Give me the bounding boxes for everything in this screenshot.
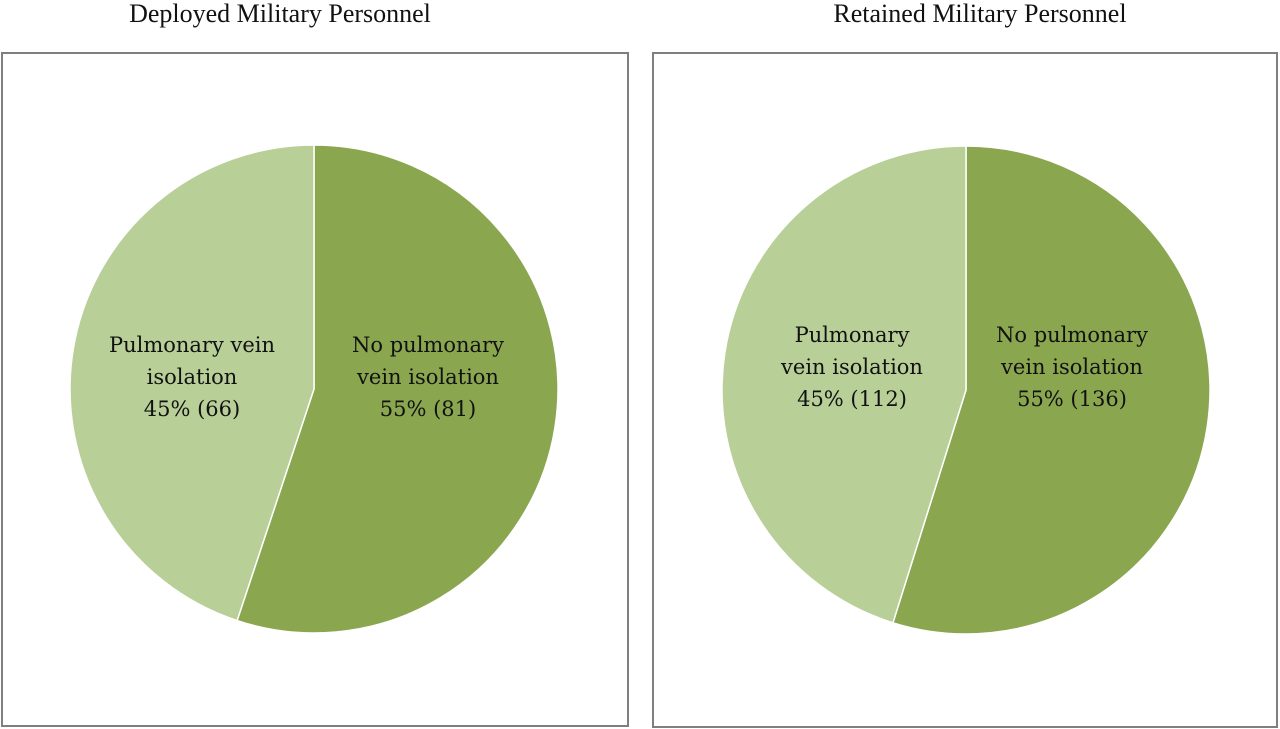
data-label-line: 55% (136): [1017, 387, 1127, 411]
data-label-line: No pulmonary: [996, 323, 1148, 347]
data-label-deployed-no-pulmonary-vein-isolation: No pulmonary vein isolation 55% (81): [352, 333, 504, 421]
pie-slice-deployed-pulmonary-vein-isolation: [69, 144, 315, 622]
pie-slice-deployed-no-pulmonary-vein-isolation: [236, 144, 559, 634]
data-label-line: vein isolation: [356, 365, 499, 389]
data-label-line: Pulmonary vein: [109, 333, 275, 357]
data-label-retained-no-pulmonary-vein-isolation: No pulmonary vein isolation 55% (136): [996, 323, 1148, 411]
chart-title-retained: Retained Military Personnel: [833, 0, 1127, 28]
data-label-line: No pulmonary: [352, 333, 504, 357]
data-label-line: isolation: [147, 365, 238, 389]
pie-slice-retained-pulmonary-vein-isolation: [721, 145, 967, 624]
data-label-deployed-pulmonary-vein-isolation: Pulmonary vein isolation 45% (66): [109, 333, 275, 421]
data-label-line: vein isolation: [1000, 355, 1143, 379]
data-label-line: Pulmonary: [795, 323, 910, 347]
data-label-line: 55% (81): [380, 397, 476, 421]
data-label-line: 45% (66): [144, 397, 240, 421]
data-label-line: 45% (112): [797, 387, 907, 411]
data-label-line: vein isolation: [780, 355, 923, 379]
chart-title-deployed: Deployed Military Personnel: [129, 0, 431, 28]
data-label-retained-pulmonary-vein-isolation: Pulmonary vein isolation 45% (112): [780, 323, 923, 411]
pie-slice-retained-no-pulmonary-vein-isolation: [892, 145, 1211, 635]
